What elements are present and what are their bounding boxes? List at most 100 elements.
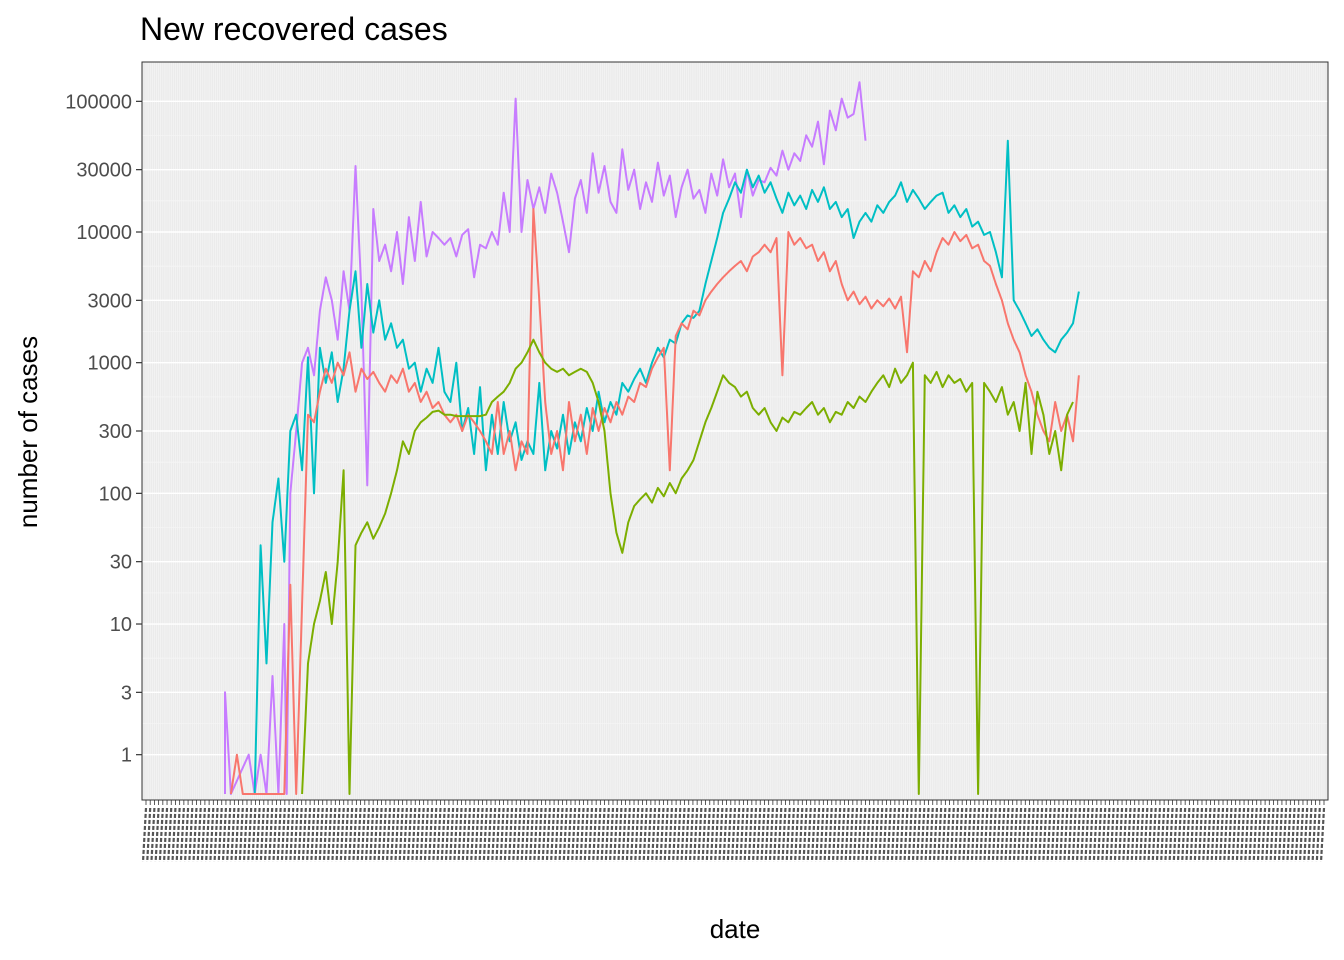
x-tick-label-mark bbox=[318, 807, 324, 863]
x-tick-label-mark bbox=[1071, 807, 1077, 863]
x-tick-label-mark bbox=[693, 807, 699, 863]
x-tick-label-mark bbox=[1130, 807, 1136, 863]
x-tick-label-mark bbox=[1185, 807, 1191, 863]
x-tick-label-mark bbox=[1307, 807, 1313, 863]
x-tick-label-mark bbox=[1155, 807, 1162, 863]
x-tick-label-mark bbox=[1273, 807, 1279, 863]
x-tick-label-mark bbox=[751, 807, 758, 863]
x-tick-label-mark bbox=[1319, 807, 1326, 863]
x-tick-label-mark bbox=[659, 807, 665, 863]
x-tick-label-mark bbox=[1248, 807, 1254, 863]
x-tick-label-mark bbox=[1096, 807, 1103, 863]
x-tick-label-mark bbox=[714, 807, 720, 863]
x-tick-label-mark bbox=[499, 807, 505, 863]
x-tick-label-mark bbox=[920, 807, 926, 863]
x-tick-label-mark bbox=[381, 807, 387, 863]
x-tick-label-mark bbox=[1168, 807, 1174, 863]
x-tick-label-mark bbox=[276, 807, 282, 863]
x-tick-label-mark bbox=[785, 807, 791, 863]
x-tick-label-mark bbox=[937, 807, 943, 863]
y-tick-label: 300 bbox=[99, 421, 132, 443]
x-tick-label-mark bbox=[360, 807, 366, 863]
x-tick-label-mark bbox=[1181, 807, 1187, 863]
x-tick-label-mark bbox=[688, 807, 695, 863]
x-tick-label-mark bbox=[1038, 807, 1044, 863]
x-tick-label-mark bbox=[373, 807, 379, 863]
x-tick-label-mark bbox=[272, 807, 278, 863]
x-tick-label-mark bbox=[213, 807, 219, 863]
x-tick-label-mark bbox=[268, 807, 274, 863]
x-tick-label-mark bbox=[709, 807, 716, 863]
x-tick-label-mark bbox=[890, 807, 896, 863]
x-tick-label-mark bbox=[701, 807, 707, 863]
x-tick-label-mark bbox=[192, 807, 198, 863]
x-tick-label-mark bbox=[642, 807, 648, 863]
x-tick-label-mark bbox=[1113, 807, 1119, 863]
x-tick-label-mark bbox=[840, 807, 846, 863]
x-axis bbox=[141, 800, 1326, 863]
x-tick-label-mark bbox=[1151, 807, 1157, 863]
x-tick-label-mark bbox=[146, 807, 152, 863]
x-tick-label-mark bbox=[1315, 807, 1321, 863]
x-tick-label-mark bbox=[1016, 807, 1023, 863]
x-tick-label-mark bbox=[1059, 807, 1065, 863]
x-tick-label-mark bbox=[566, 807, 573, 863]
x-tick-label-mark bbox=[966, 807, 972, 863]
x-tick-label-mark bbox=[1067, 807, 1073, 863]
x-tick-label-mark bbox=[1197, 807, 1204, 863]
x-tick-label-mark bbox=[629, 807, 636, 863]
x-tick-label-mark bbox=[554, 807, 560, 863]
x-tick-label-mark bbox=[1206, 807, 1212, 863]
y-tick-label: 10000 bbox=[76, 222, 132, 244]
x-tick-label-mark bbox=[406, 807, 413, 863]
x-tick-label-mark bbox=[747, 807, 753, 863]
x-tick-label-mark bbox=[432, 807, 438, 863]
x-tick-label-mark bbox=[179, 807, 185, 863]
x-tick-label-mark bbox=[419, 807, 425, 863]
x-tick-label-mark bbox=[1189, 807, 1195, 863]
x-tick-label-mark bbox=[1231, 807, 1237, 863]
x-tick-label-mark bbox=[415, 807, 421, 863]
x-tick-label-mark bbox=[899, 807, 905, 863]
x-tick-label-mark bbox=[545, 807, 551, 863]
x-tick-label-mark bbox=[718, 807, 724, 863]
x-tick-label-mark bbox=[903, 807, 909, 863]
x-tick-label-mark bbox=[1101, 807, 1107, 863]
series-line-4 bbox=[301, 338, 1074, 795]
series-line-2 bbox=[253, 139, 1080, 795]
x-tick-label-mark bbox=[377, 807, 383, 863]
x-tick-label-mark bbox=[979, 807, 985, 863]
x-tick-label-mark bbox=[255, 807, 261, 863]
x-tick-label-mark bbox=[436, 807, 442, 863]
x-tick-label-mark bbox=[735, 807, 741, 863]
x-tick-label-mark bbox=[1202, 807, 1208, 863]
x-tick-label-mark bbox=[171, 807, 177, 863]
x-tick-label-mark bbox=[949, 807, 955, 863]
x-tick-label-mark bbox=[794, 807, 800, 863]
x-tick-label-mark bbox=[150, 807, 156, 863]
x-tick-label-mark bbox=[600, 807, 606, 863]
x-tick-label-mark bbox=[461, 807, 467, 863]
x-tick-label-mark bbox=[188, 807, 194, 863]
x-tick-label-mark bbox=[348, 807, 354, 863]
chart-title: New recovered cases bbox=[140, 11, 448, 47]
x-tick-label-mark bbox=[284, 807, 291, 863]
x-tick-label-mark bbox=[1012, 807, 1018, 863]
x-tick-label-mark bbox=[314, 807, 320, 863]
x-tick-label-mark bbox=[528, 807, 535, 863]
x-tick-label-mark bbox=[558, 807, 564, 863]
x-tick-label-mark bbox=[205, 807, 211, 863]
x-tick-label-mark bbox=[1193, 807, 1199, 863]
x-tick-label-mark bbox=[810, 807, 817, 863]
x-tick-label-mark bbox=[394, 807, 400, 863]
x-tick-label-mark bbox=[1252, 807, 1258, 863]
y-tick-label: 1000 bbox=[88, 353, 133, 375]
x-tick-label-mark bbox=[234, 807, 240, 863]
x-tick-label-mark bbox=[869, 807, 875, 863]
x-tick-label-mark bbox=[1029, 807, 1035, 863]
x-tick-label-mark bbox=[335, 807, 341, 863]
x-tick-label-mark bbox=[162, 807, 169, 863]
x-tick-label-mark bbox=[924, 807, 930, 863]
x-tick-label-mark bbox=[806, 807, 812, 863]
x-tick-label-mark bbox=[1105, 807, 1111, 863]
